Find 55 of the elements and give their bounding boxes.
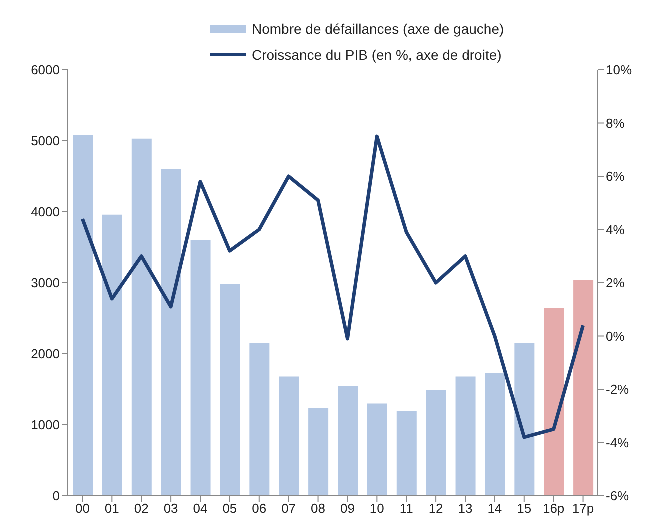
bar bbox=[279, 376, 300, 496]
x-tick-label: 17p bbox=[572, 501, 594, 516]
x-tick-label: 13 bbox=[458, 501, 473, 516]
bar bbox=[456, 376, 476, 496]
x-tick-label: 02 bbox=[134, 501, 149, 516]
x-tick-label: 01 bbox=[104, 501, 120, 516]
y-tick-label: 5000 bbox=[31, 134, 60, 149]
y-tick-label: 0 bbox=[52, 488, 60, 504]
legend-label: Croissance du PIB (en %, axe de droite) bbox=[252, 47, 502, 63]
bar bbox=[132, 138, 152, 496]
x-tick-label: 12 bbox=[428, 501, 444, 516]
x-tick-label: 09 bbox=[340, 501, 355, 516]
bar bbox=[308, 408, 329, 496]
x-tick-label: 10 bbox=[370, 501, 384, 516]
bar bbox=[426, 390, 446, 496]
y-tick-label: 2000 bbox=[31, 346, 60, 362]
x-tick-label: 06 bbox=[252, 501, 267, 516]
bar bbox=[190, 240, 211, 496]
x-tick-label: 05 bbox=[222, 501, 238, 516]
bar bbox=[161, 169, 182, 496]
legend-label: Nombre de défaillances (axe de gauche) bbox=[252, 21, 504, 37]
bar bbox=[338, 386, 358, 496]
y2-tick-label: 10% bbox=[606, 62, 632, 78]
y-tick-label: 3000 bbox=[31, 276, 60, 291]
y-tick-label: 6000 bbox=[31, 62, 60, 78]
y2-tick-label: -2% bbox=[606, 382, 630, 398]
x-tick-label: 14 bbox=[488, 501, 502, 516]
y2-tick-label: 8% bbox=[606, 116, 626, 131]
x-tick-label: 16p bbox=[542, 501, 565, 516]
bar bbox=[250, 343, 270, 496]
x-tick-label: 04 bbox=[193, 501, 208, 516]
bar bbox=[73, 135, 93, 496]
bar bbox=[396, 412, 417, 496]
y-tick-label: 4000 bbox=[31, 204, 60, 220]
y2-tick-label: -6% bbox=[606, 488, 630, 504]
y-tick-label: 1000 bbox=[31, 418, 60, 433]
x-tick-label: 15 bbox=[517, 501, 532, 516]
bar bbox=[102, 214, 122, 496]
x-tick-label: 11 bbox=[400, 501, 414, 516]
line-series bbox=[80, 134, 586, 440]
x-tick-label: 00 bbox=[75, 501, 90, 516]
bar bbox=[485, 373, 506, 496]
y2-tick-label: -4% bbox=[606, 435, 630, 450]
bar bbox=[220, 284, 240, 496]
y2-tick-label: 6% bbox=[606, 169, 626, 184]
bar bbox=[367, 404, 388, 496]
y2-tick-label: 4% bbox=[606, 222, 626, 238]
bar bbox=[544, 308, 564, 496]
bar bbox=[574, 280, 594, 496]
x-tick-label: 03 bbox=[164, 501, 178, 516]
x-tick-label: 07 bbox=[282, 501, 296, 516]
bar bbox=[514, 343, 535, 496]
x-tick-label: 08 bbox=[311, 501, 326, 516]
y2-tick-label: 2% bbox=[606, 276, 626, 291]
y2-tick-label: 0% bbox=[606, 328, 626, 344]
